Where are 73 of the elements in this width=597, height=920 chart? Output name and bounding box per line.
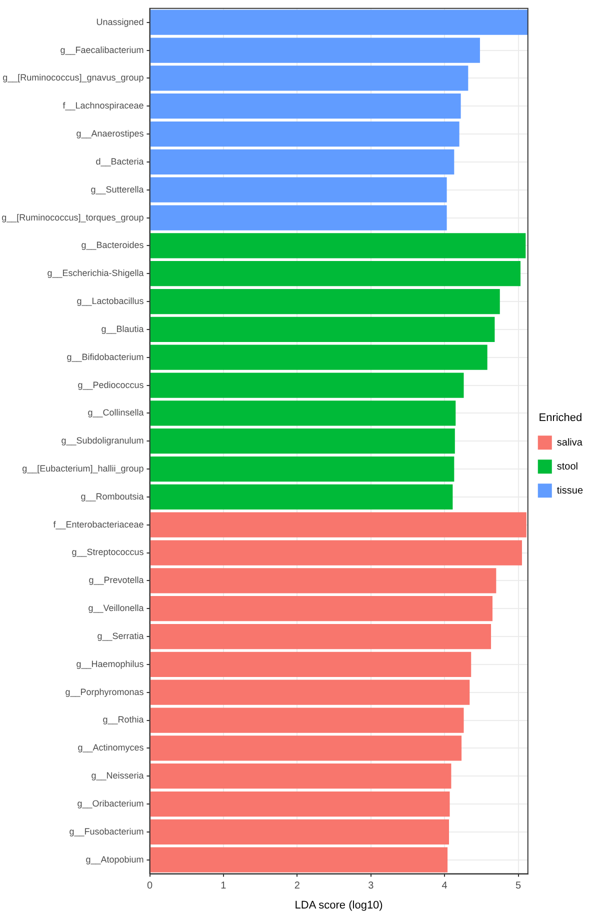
y-tick-label: g__Faecalibacterium	[60, 44, 144, 55]
y-tick-label: g__Rothia	[102, 714, 144, 725]
bar	[150, 10, 528, 35]
bar	[150, 680, 470, 705]
y-tick-label: g__Atopobium	[86, 854, 144, 864]
bar	[150, 344, 488, 370]
x-tick-label: 0	[146, 880, 153, 892]
y-tick-label: g__Streptococcus	[72, 547, 144, 558]
bar	[150, 372, 464, 398]
y-tick-label: g__Prevotella	[88, 575, 144, 586]
y-tick-label: g__Porphyromonas	[65, 686, 144, 697]
bar	[150, 233, 526, 258]
y-tick-label: g__Haemophilus	[76, 658, 144, 669]
y-tick-label: g__Escherichia-Shigella	[47, 268, 144, 278]
x-tick-label: 5	[516, 880, 522, 892]
bar	[150, 121, 460, 147]
bar	[150, 205, 447, 230]
bar	[150, 261, 521, 286]
y-tick-label: f__Enterobacteriaceae	[53, 519, 144, 530]
bar	[150, 316, 495, 342]
bar	[150, 400, 456, 426]
bar	[150, 764, 452, 789]
bar	[150, 736, 462, 761]
y-tick-label: d__Bacteria	[96, 156, 144, 166]
bar	[150, 177, 447, 202]
y-tick-label: g__Bacteroides	[81, 240, 144, 250]
bar	[150, 596, 492, 622]
bar	[150, 512, 526, 538]
bar	[150, 456, 454, 482]
x-tick-label: 4	[442, 880, 448, 892]
y-tick-label: g__Serratia	[97, 630, 144, 641]
y-tick-label: g__Subdoligranulum	[61, 436, 144, 446]
bar	[150, 428, 455, 454]
bar	[150, 791, 450, 817]
bar	[150, 540, 522, 566]
y-tick-label: g__Sutterella	[90, 184, 144, 194]
x-axis-title: LDA score (log10)	[294, 899, 383, 912]
bar	[150, 847, 448, 872]
y-tick-label: g__Romboutsia	[80, 491, 144, 502]
bar	[150, 624, 492, 650]
bar	[150, 66, 468, 91]
y-tick-label: g__[Ruminococcus]_torques_group	[2, 212, 144, 222]
y-tick-label: g__Collinsella	[88, 408, 144, 418]
x-tick-label: 1	[220, 880, 227, 892]
y-tick-label: g__Lactobacillus	[76, 296, 144, 306]
y-tick-label: g__[Ruminococcus]_gnavus_group	[2, 72, 144, 83]
y-tick-label: g__Veillonella	[88, 603, 144, 614]
y-tick-label: g__[Eubacterium]_hallii_group	[22, 464, 144, 474]
bar	[150, 288, 500, 314]
y-tick-label: Unassigned	[96, 16, 144, 27]
legend-title: Enriched	[538, 412, 582, 424]
bar	[150, 652, 472, 677]
bar	[150, 94, 461, 119]
y-tick-label: f__Lachnospiraceae	[62, 100, 144, 111]
bar	[150, 149, 454, 174]
bar	[150, 819, 450, 844]
bar	[150, 38, 480, 63]
bar	[150, 708, 464, 733]
y-tick-label: g__Fusobacterium	[69, 826, 144, 836]
y-tick-label: g__Blautia	[101, 324, 144, 334]
bar	[150, 568, 496, 594]
bar	[150, 484, 453, 510]
y-tick-label: g__Neisseria	[91, 770, 144, 781]
legend-label: stool	[556, 461, 578, 472]
y-tick-label: g__Oribacterium	[77, 798, 144, 808]
y-tick-label: g__Actinomyces	[78, 742, 144, 753]
x-tick-label: 3	[368, 880, 374, 892]
x-tick-label: 2	[294, 880, 300, 892]
y-tick-label: g__Bifidobacterium	[66, 352, 144, 362]
legend-label: tissue	[556, 485, 584, 496]
y-tick-label: g__Pediococcus	[78, 380, 144, 390]
y-tick-label: g__Anaerostipes	[76, 128, 144, 139]
legend-label: saliva	[556, 437, 583, 448]
